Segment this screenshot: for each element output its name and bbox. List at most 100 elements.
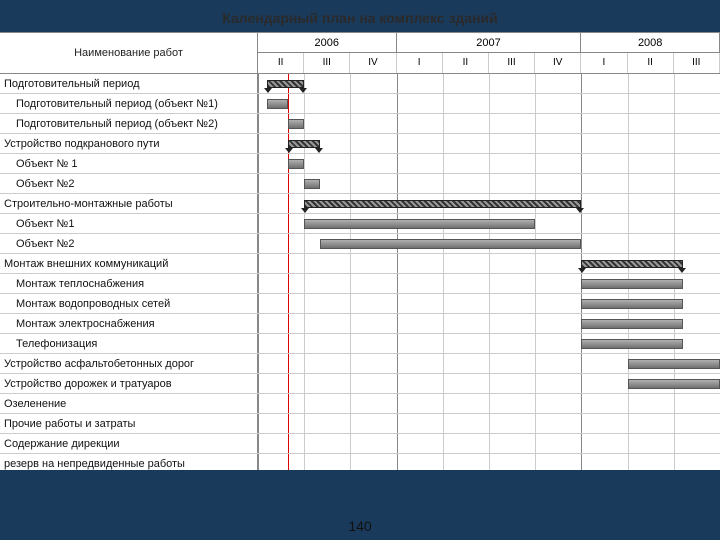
quarter-header: IV	[535, 53, 581, 73]
year-header: 2008	[581, 33, 720, 52]
task-label: Объект №2	[0, 234, 258, 253]
task-label: Подготовительный период	[0, 74, 258, 93]
quarter-header: III	[304, 53, 350, 73]
task-bar-cell	[258, 254, 720, 273]
task-label: Прочие работы и затраты	[0, 414, 258, 433]
task-bar-cell	[258, 354, 720, 373]
task-bar-cell	[258, 94, 720, 113]
task-label: Подготовительный период (объект №1)	[0, 94, 258, 113]
today-marker	[288, 274, 289, 293]
task-row: Содержание дирекции	[0, 434, 720, 454]
task-row: Строительно-монтажные работы	[0, 194, 720, 214]
task-bar	[628, 379, 720, 389]
task-bar-cell	[258, 414, 720, 433]
quarter-header: III	[489, 53, 535, 73]
task-label: Строительно-монтажные работы	[0, 194, 258, 213]
slide-title: Календарный план на комплекс зданий	[0, 0, 720, 32]
task-label: Монтаж электроснабжения	[0, 314, 258, 333]
task-bar	[304, 219, 535, 229]
task-bar-cell	[258, 194, 720, 213]
task-label: Монтаж внешних коммуникаций	[0, 254, 258, 273]
task-label: Объект №1	[0, 214, 258, 233]
today-marker	[288, 214, 289, 233]
task-bar	[288, 119, 304, 129]
task-bar	[581, 299, 683, 309]
task-row: Устройство подкранового пути	[0, 134, 720, 154]
task-bar-cell	[258, 154, 720, 173]
task-bar-cell	[258, 294, 720, 313]
task-row: Озеленение	[0, 394, 720, 414]
task-row: Объект № 1	[0, 154, 720, 174]
task-label: Устройство дорожек и тратуаров	[0, 374, 258, 393]
task-row: Устройство дорожек и тратуаров	[0, 374, 720, 394]
task-label: Телефонизация	[0, 334, 258, 353]
today-marker	[288, 194, 289, 213]
quarter-header: IV	[350, 53, 396, 73]
today-marker	[288, 434, 289, 453]
summary-bar	[304, 200, 581, 208]
today-marker	[288, 294, 289, 313]
task-row: Объект №2	[0, 234, 720, 254]
today-marker	[288, 414, 289, 433]
task-row: Подготовительный период (объект №2)	[0, 114, 720, 134]
task-bar	[288, 159, 304, 169]
task-bar-cell	[258, 334, 720, 353]
quarter-header: III	[674, 53, 720, 73]
task-label: Объект №2	[0, 174, 258, 193]
task-bar-cell	[258, 394, 720, 413]
task-bar	[267, 99, 288, 109]
task-bar-cell	[258, 174, 720, 193]
task-label: Содержание дирекции	[0, 434, 258, 453]
task-bar	[320, 239, 581, 249]
label-column-header: Наименование работ	[0, 33, 258, 73]
today-marker	[288, 174, 289, 193]
today-marker	[288, 94, 289, 113]
today-marker	[288, 314, 289, 333]
today-marker	[288, 254, 289, 273]
quarter-header: I	[581, 53, 627, 73]
task-row: Подготовительный период	[0, 74, 720, 94]
today-marker	[288, 394, 289, 413]
task-label: Объект № 1	[0, 154, 258, 173]
today-marker	[288, 234, 289, 253]
task-bar-cell	[258, 234, 720, 253]
today-marker	[288, 334, 289, 353]
quarter-header: I	[397, 53, 443, 73]
gantt-body: Подготовительный периодПодготовительный …	[0, 74, 720, 474]
task-label: Озеленение	[0, 394, 258, 413]
quarter-header: II	[628, 53, 674, 73]
task-bar-cell	[258, 434, 720, 453]
quarter-header: II	[443, 53, 489, 73]
task-bar-cell	[258, 74, 720, 93]
task-row: Объект №2	[0, 174, 720, 194]
year-header: 2006	[258, 33, 397, 52]
task-bar	[628, 359, 720, 369]
task-label: Подготовительный период (объект №2)	[0, 114, 258, 133]
task-bar	[581, 279, 683, 289]
task-bar-cell	[258, 214, 720, 233]
task-row: Монтаж теплоснабжения	[0, 274, 720, 294]
task-row: Монтаж электроснабжения	[0, 314, 720, 334]
task-row: Монтаж внешних коммуникаций	[0, 254, 720, 274]
task-label: Устройство подкранового пути	[0, 134, 258, 153]
gantt-chart: Наименование работ 200620072008 IIIIIIVI…	[0, 32, 720, 474]
page-number: 140	[348, 518, 371, 534]
task-row: Объект №1	[0, 214, 720, 234]
gantt-header: Наименование работ 200620072008 IIIIIIVI…	[0, 32, 720, 74]
task-row: Монтаж водопроводных сетей	[0, 294, 720, 314]
today-marker	[288, 374, 289, 393]
timeline-header: 200620072008 IIIIIIVIIIIIIIVIIIIII	[258, 33, 720, 73]
task-label: Устройство асфальтобетонных дорог	[0, 354, 258, 373]
task-label: Монтаж теплоснабжения	[0, 274, 258, 293]
task-label: Монтаж водопроводных сетей	[0, 294, 258, 313]
today-marker	[288, 354, 289, 373]
task-row: Устройство асфальтобетонных дорог	[0, 354, 720, 374]
summary-bar	[581, 260, 683, 268]
task-bar	[581, 319, 683, 329]
task-bar-cell	[258, 374, 720, 393]
summary-bar	[288, 140, 320, 148]
task-bar	[581, 339, 683, 349]
task-bar-cell	[258, 314, 720, 333]
task-bar-cell	[258, 274, 720, 293]
summary-bar	[267, 80, 304, 88]
